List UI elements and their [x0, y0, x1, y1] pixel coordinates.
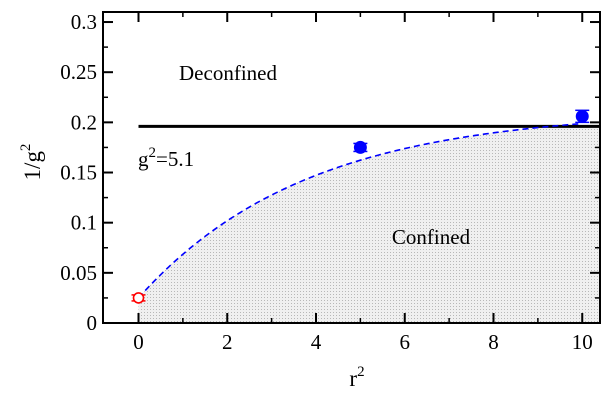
y-tick-label: 0.25: [60, 60, 97, 84]
deconfined-label: Deconfined: [179, 61, 277, 85]
x-tick-label: 4: [311, 330, 322, 354]
confined-label: Confined: [392, 225, 471, 249]
confined-region: [138, 126, 600, 324]
y-tick-label: 0.3: [71, 10, 97, 34]
y-axis-label: 1/g2: [18, 144, 45, 181]
data-point: [353, 140, 367, 154]
x-tick-label: 8: [488, 330, 499, 354]
x-tick-label: 0: [133, 330, 144, 354]
data-point: [132, 292, 145, 304]
y-tick-label: 0.1: [71, 211, 97, 235]
x-axis-label: r2: [349, 364, 364, 391]
y-tick-label: 0.15: [60, 161, 97, 185]
x-tick-label: 10: [572, 330, 593, 354]
data-point: [575, 109, 589, 123]
y-tick-label: 0: [87, 311, 98, 335]
x-tick-label: 2: [222, 330, 233, 354]
x-tick-label: 6: [400, 330, 411, 354]
plot-frame: [102, 11, 601, 324]
critical-line-label: g2=5.1: [138, 145, 194, 171]
y-tick-label: 0.05: [60, 261, 97, 285]
data-points: [131, 109, 590, 304]
fit-curve: [137, 122, 583, 299]
axis-ticks: 0 2 4 6 8 10 0 0.05 0.1 0.15 0.2 0.25 0.3: [60, 10, 600, 354]
y-tick-label: 0.2: [71, 110, 97, 134]
